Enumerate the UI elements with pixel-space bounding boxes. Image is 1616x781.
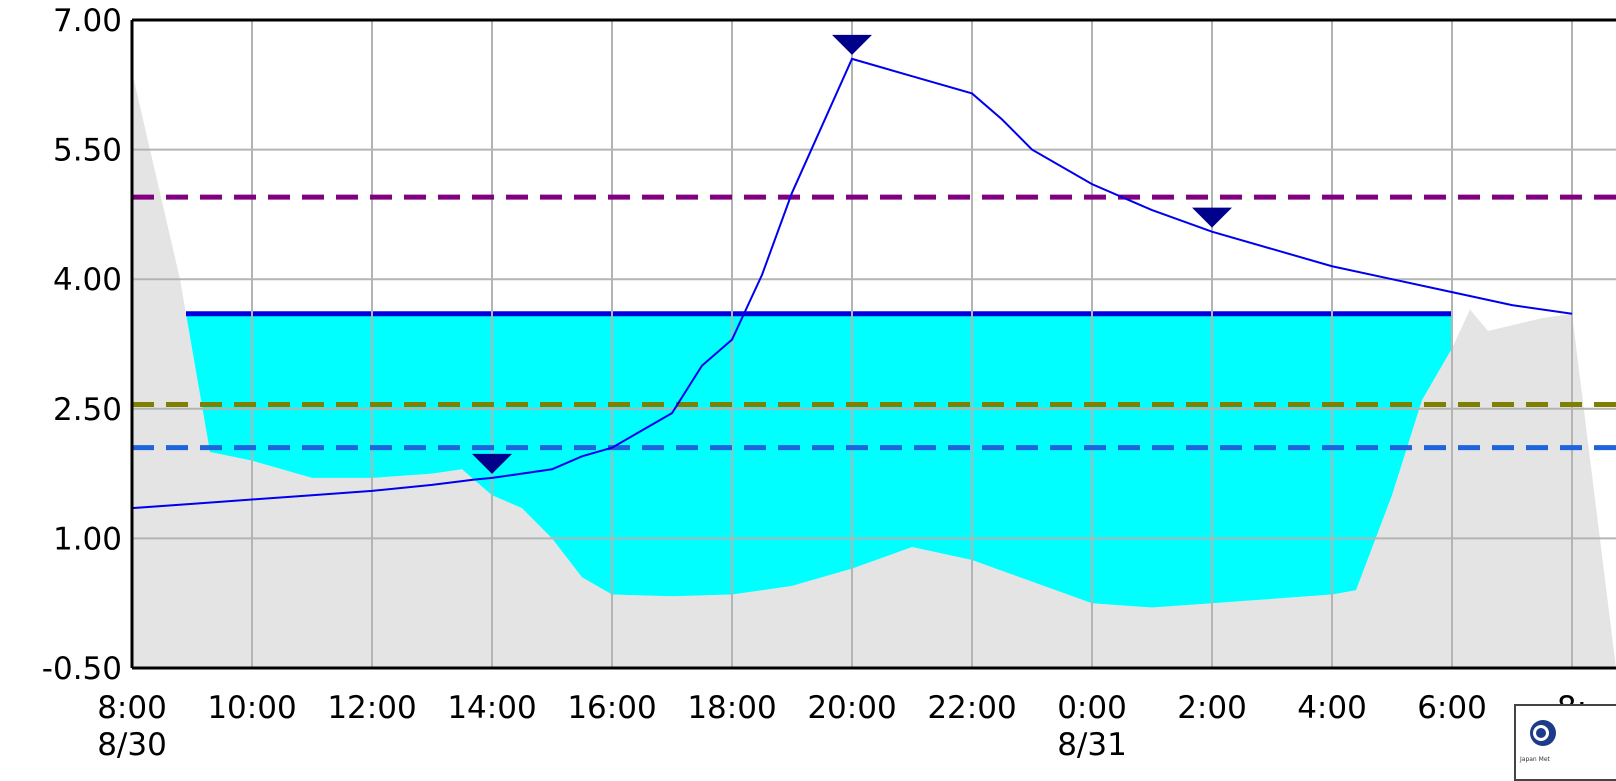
peak-marker: [472, 453, 512, 474]
flood-area: [186, 313, 1452, 608]
axes-layer: [130, 18, 1616, 670]
peak-marker: [1192, 207, 1232, 228]
marker-layer: [472, 34, 1232, 474]
threshold-layer: [132, 194, 1616, 451]
series-layer: [131, 57, 1573, 510]
x-tick-label: 20:00: [807, 690, 896, 726]
grid-layer: [131, 19, 1616, 669]
water-level-line: [131, 57, 1573, 510]
x-tick-label: 18:00: [687, 690, 776, 726]
background-area: [132, 71, 1616, 669]
x-tick-label: 6:00: [1417, 690, 1487, 726]
y-tick-label: 1.00: [53, 521, 122, 557]
y-tick-labels: 7.00 5.50 4.00 2.50 1.00 -0.50: [42, 3, 122, 687]
x-date-label: 8/31: [1057, 727, 1127, 763]
peak-marker: [832, 34, 872, 55]
x-tick-labels: 8:008/30 10:00 12:00 14:00 16:00 18:00 20:00 22…: [97, 690, 1587, 763]
y-tick-label: -0.50: [42, 651, 122, 687]
x-tick-label: 10:00: [207, 690, 296, 726]
x-date-label: 8/30: [97, 727, 167, 763]
x-tick-label: 22:00: [927, 690, 1016, 726]
x-tick-label: 4:00: [1297, 690, 1367, 726]
y-tick-label: 5.50: [53, 133, 122, 169]
agency-logo: Japan Met: [1514, 704, 1616, 781]
agency-logo-icon: [1530, 720, 1556, 746]
agency-logo-text: Japan Met: [1520, 756, 1550, 763]
y-tick-label: 7.00: [53, 3, 122, 39]
y-tick-label: 4.00: [53, 262, 122, 298]
x-tick-label: 16:00: [567, 690, 656, 726]
x-tick-label: 14:00: [447, 690, 536, 726]
x-tick-label: 12:00: [327, 690, 416, 726]
x-tick-label: 8:00: [97, 690, 167, 726]
x-tick-label: 2:00: [1177, 690, 1247, 726]
flood-area-layer: [186, 311, 1452, 608]
background-area-layer: [132, 71, 1616, 669]
x-tick-label: 0:00: [1057, 690, 1127, 726]
y-tick-label: 2.50: [53, 392, 122, 428]
